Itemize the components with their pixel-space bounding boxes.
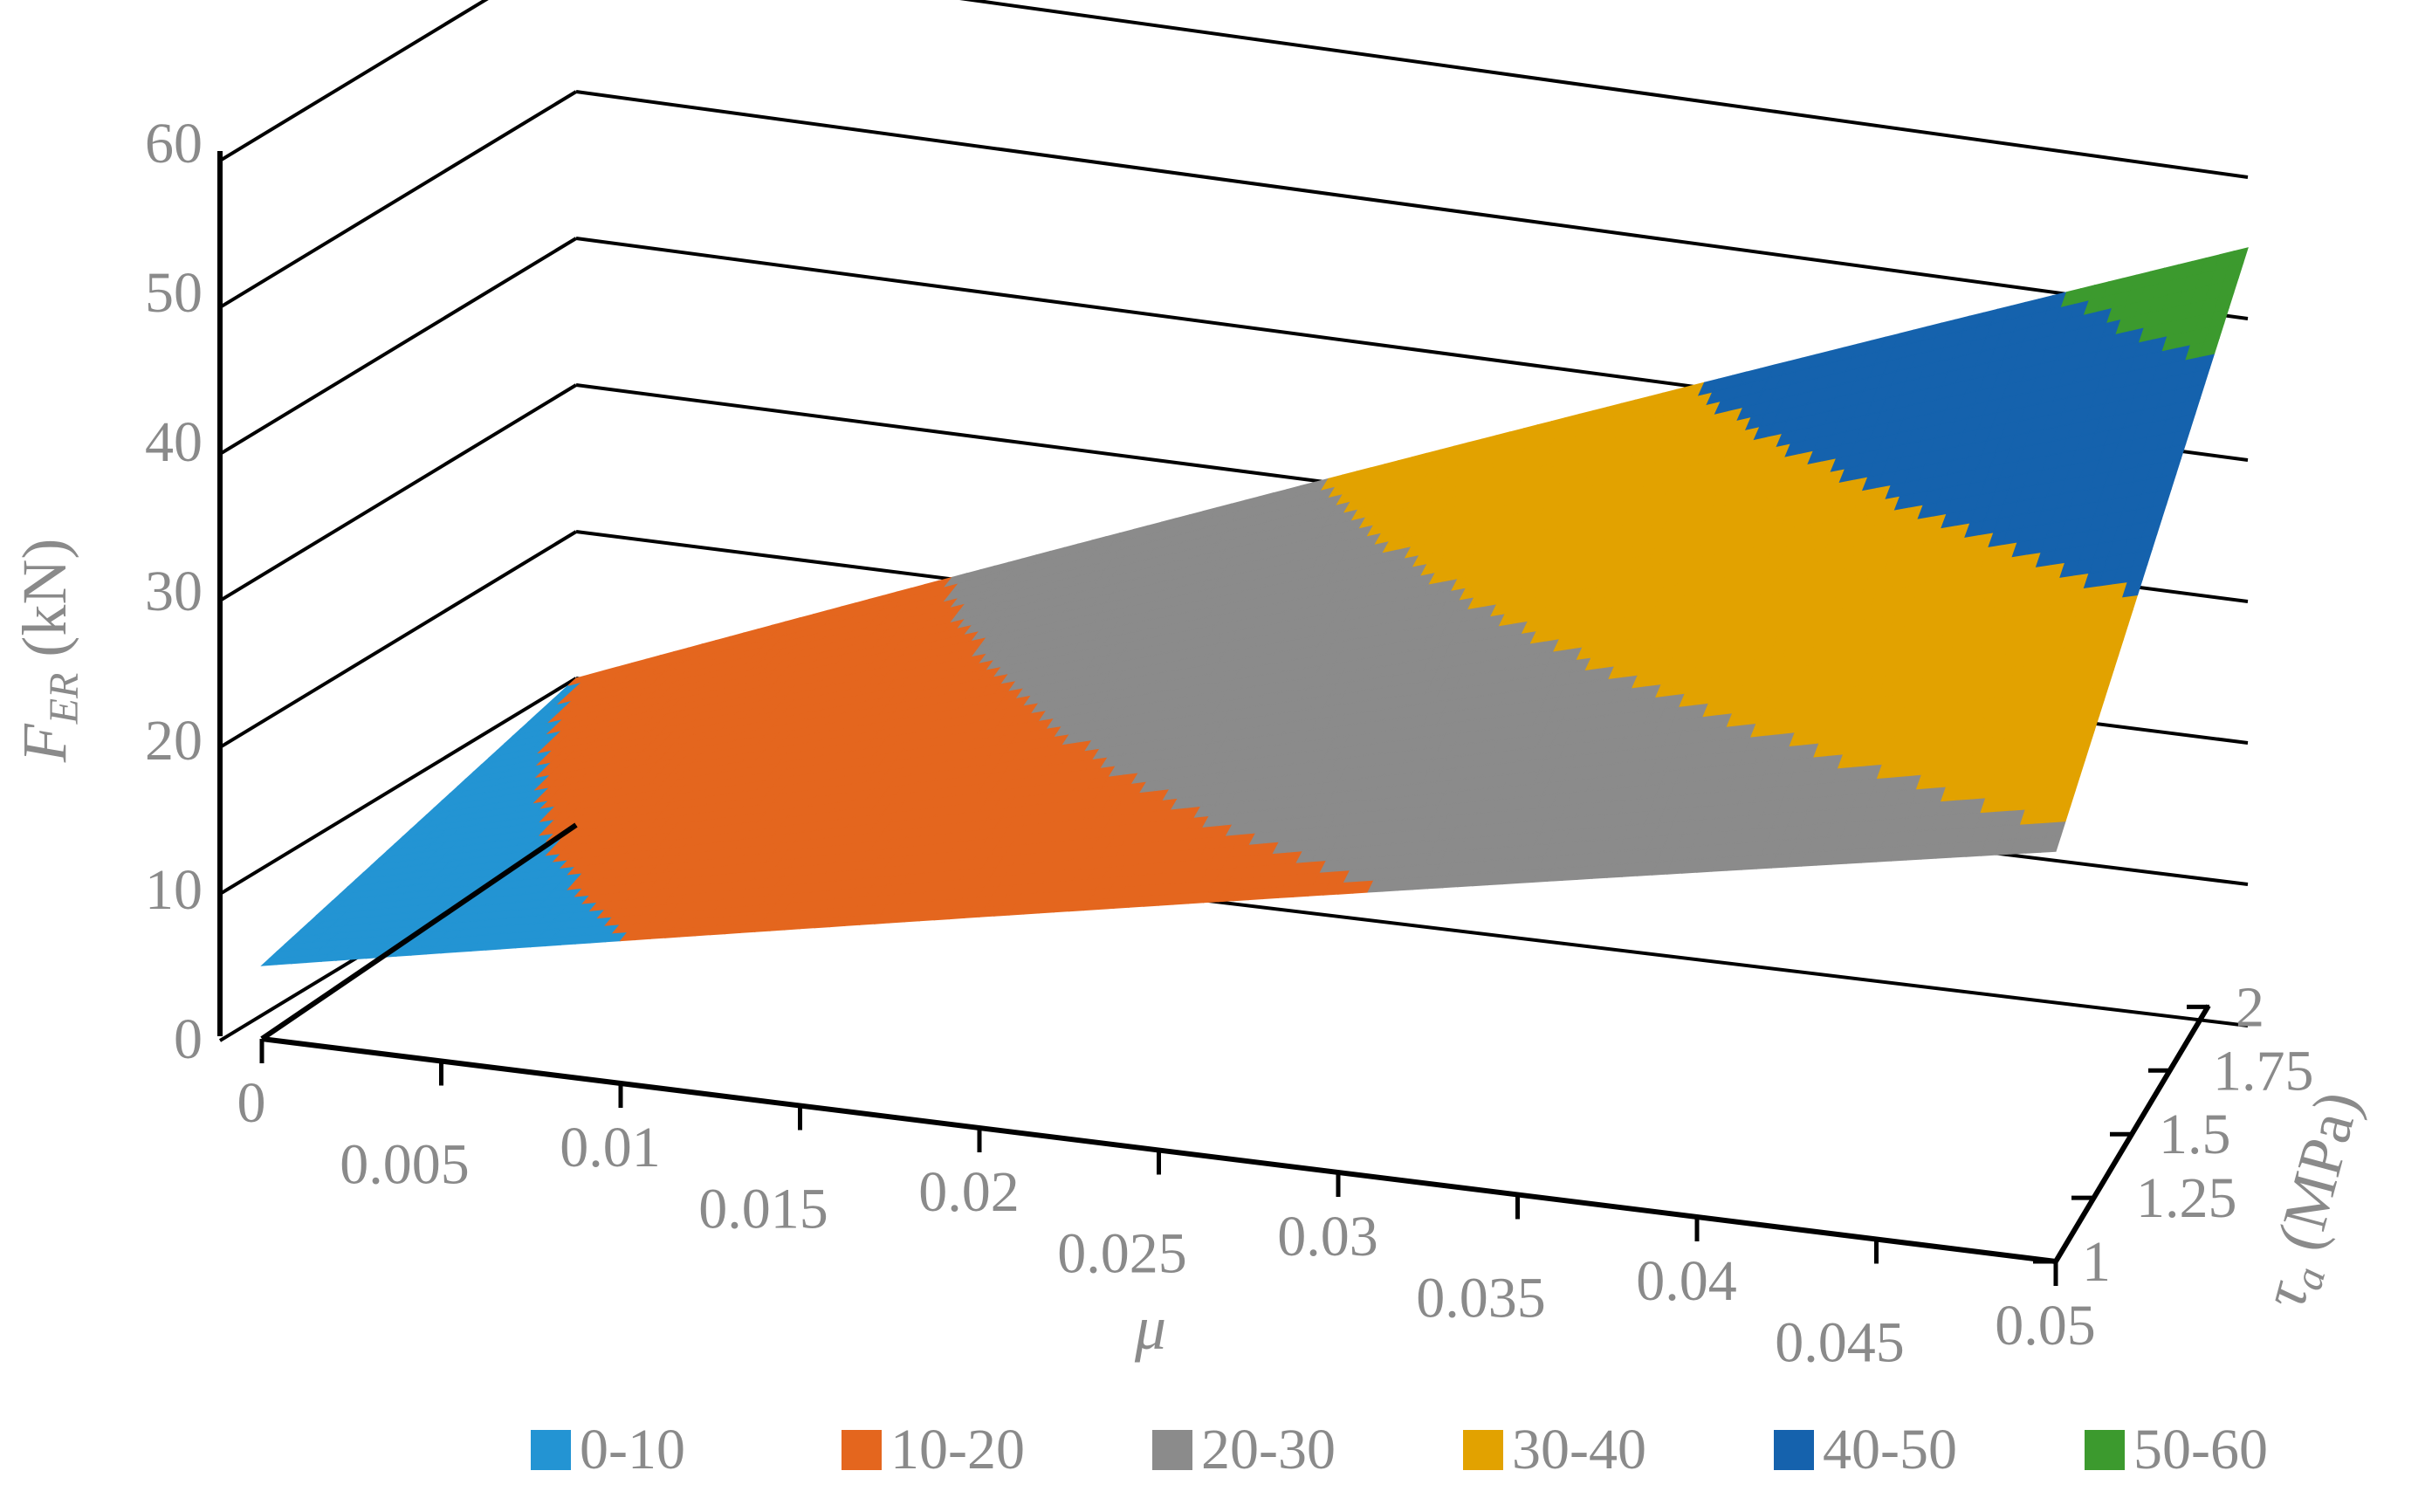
y-tick-label: 1.5 [2159, 1103, 2231, 1166]
z-axis-title: FER (kN) [10, 539, 87, 764]
x-tick-label: 0.035 [1416, 1267, 1546, 1330]
legend-swatch [2085, 1430, 2125, 1470]
legend: 0-10 10-20 20-30 30-40 40-50 50-60 [531, 1418, 2268, 1481]
z-tick-labels: 0 10 20 30 40 50 60 [145, 112, 203, 1071]
left-gridline [218, 677, 578, 896]
legend-label: 20-30 [1201, 1418, 1336, 1481]
y-tick-label: 1.25 [2136, 1166, 2237, 1230]
back-gridline [959, 0, 2249, 179]
z-tick-label: 60 [145, 112, 203, 175]
x-tick-label: 0.03 [1277, 1205, 1378, 1268]
legend-label: 50-60 [2133, 1418, 2268, 1481]
y-tick-label: 1.75 [2213, 1039, 2314, 1103]
left-gridline [218, 90, 578, 309]
left-gridline [218, 530, 578, 749]
x-tick-labels: 0 0.005 0.01 0.015 0.02 0.025 0.03 0.035 0.04 0.0… [237, 1039, 2096, 1375]
z-tick-label: 10 [145, 858, 203, 922]
x-axis-title: μ [1134, 1293, 1166, 1363]
legend-swatch [842, 1430, 882, 1470]
legend-label: 40-50 [1823, 1418, 1957, 1481]
x-tick-label: 0 [237, 1071, 266, 1135]
left-gridline [218, 0, 489, 162]
surface-plot [260, 247, 2249, 966]
legend-swatch [531, 1430, 571, 1470]
x-tick-label: 0.025 [1057, 1222, 1187, 1286]
z-tick-label: 0 [174, 1007, 203, 1071]
legend-swatch [1463, 1430, 1503, 1470]
x-tick-label: 0.01 [560, 1116, 661, 1179]
surface-patch [2228, 247, 2249, 267]
y-tick-label: 1 [2082, 1230, 2111, 1294]
z-tick-label: 40 [145, 410, 203, 474]
y-axis-title: τa (MPa) [2249, 1084, 2380, 1316]
left-gridline [218, 383, 578, 602]
z-tick-label: 20 [145, 709, 203, 773]
x-tick-label: 0.02 [918, 1160, 1020, 1224]
back-gridline [575, 90, 2249, 320]
legend-label: 30-40 [1512, 1418, 1646, 1481]
z-tick-label: 50 [145, 261, 203, 325]
x-tick-label: 0.005 [340, 1133, 470, 1197]
x-tick-label: 0.05 [1995, 1294, 2096, 1357]
x-tick-label: 0.045 [1775, 1311, 1905, 1375]
legend-label: 0-10 [580, 1418, 685, 1481]
y-tick-label: 2 [2236, 975, 2264, 1039]
legend-label: 10-20 [890, 1418, 1025, 1481]
legend-swatch [1774, 1430, 1814, 1470]
legend-swatch [1152, 1430, 1192, 1470]
x-tick-label: 0.04 [1636, 1249, 1737, 1313]
z-tick-label: 30 [145, 560, 203, 623]
left-wall-gridlines [218, 0, 578, 1042]
left-gridline [218, 237, 578, 456]
x-tick-label: 0.015 [698, 1178, 828, 1241]
